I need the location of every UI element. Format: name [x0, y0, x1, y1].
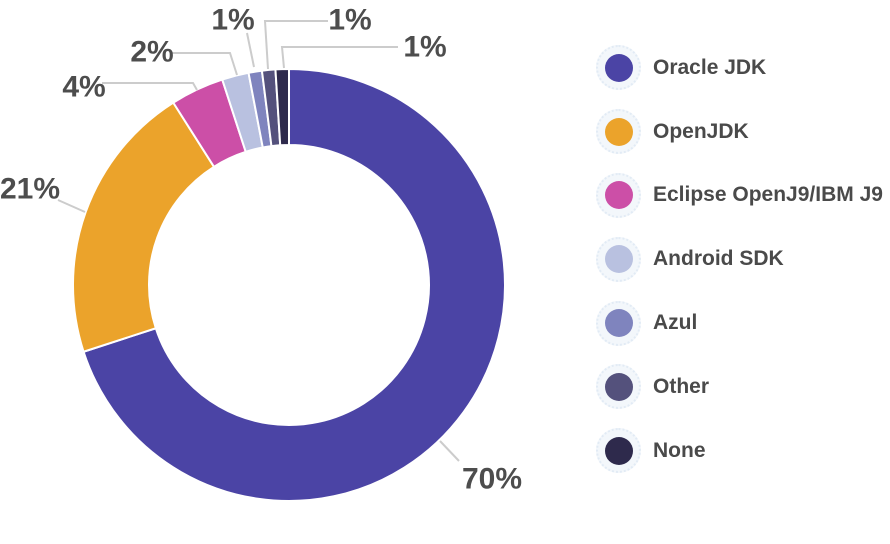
legend-item-none[interactable]: None — [596, 419, 883, 483]
legend-item-other[interactable]: Other — [596, 355, 883, 419]
legend-item-android-sdk[interactable]: Android SDK — [596, 227, 883, 291]
leader-line-none — [280, 46, 398, 69]
data-label-none: 1% — [403, 31, 446, 64]
leader-line-eclipse-openj9-ibm-j9 — [102, 82, 198, 91]
legend-swatch-halo — [596, 428, 641, 474]
legend-swatch-halo — [596, 109, 641, 155]
data-label-eclipse-openj9-ibm-j9: 4% — [62, 71, 105, 104]
legend-label: Azul — [653, 311, 698, 335]
chart-legend: Oracle JDK OpenJDK Eclipse OpenJ9/IBM J9… — [596, 36, 883, 483]
data-label-other: 1% — [328, 4, 371, 37]
data-label-azul: 1% — [211, 4, 254, 37]
legend-swatch-halo — [596, 45, 641, 91]
data-label-android-sdk: 2% — [130, 36, 173, 69]
slice-none[interactable] — [274, 68, 290, 147]
leader-line-other — [263, 20, 328, 70]
legend-color-dot — [604, 53, 633, 82]
legend-color-dot — [604, 309, 633, 338]
legend-color-dot — [604, 181, 633, 210]
leader-line-oracle-jdk — [439, 440, 460, 462]
slice-oracle-jdk[interactable] — [82, 68, 506, 502]
leader-line-openjdk — [57, 199, 86, 213]
legend-item-openjdk[interactable]: OpenJDK — [596, 100, 883, 164]
legend-swatch-halo — [596, 300, 641, 346]
slice-openjdk[interactable] — [72, 101, 215, 353]
data-label-oracle-jdk: 70% — [462, 463, 522, 496]
legend-label: Android SDK — [653, 247, 784, 271]
legend-color-dot — [604, 245, 633, 274]
legend-label: None — [653, 438, 706, 462]
legend-item-eclipse-openj9-ibm-j9[interactable]: Eclipse OpenJ9/IBM J9 — [596, 164, 883, 228]
legend-item-oracle-jdk[interactable]: Oracle JDK — [596, 36, 883, 100]
legend-swatch-halo — [596, 172, 641, 218]
legend-color-dot — [604, 436, 633, 465]
legend-label: Other — [653, 374, 710, 398]
legend-label: Eclipse OpenJ9/IBM J9 — [653, 183, 883, 207]
legend-color-dot — [604, 117, 633, 146]
data-label-openjdk: 21% — [0, 173, 60, 206]
legend-color-dot — [604, 372, 633, 401]
legend-label: OpenJDK — [653, 119, 749, 143]
legend-swatch-halo — [596, 364, 641, 410]
leader-line-android-sdk — [172, 52, 238, 76]
legend-swatch-halo — [596, 236, 641, 282]
legend-label: Oracle JDK — [653, 55, 767, 79]
legend-item-azul[interactable]: Azul — [596, 291, 883, 355]
leader-line-azul — [246, 32, 255, 68]
